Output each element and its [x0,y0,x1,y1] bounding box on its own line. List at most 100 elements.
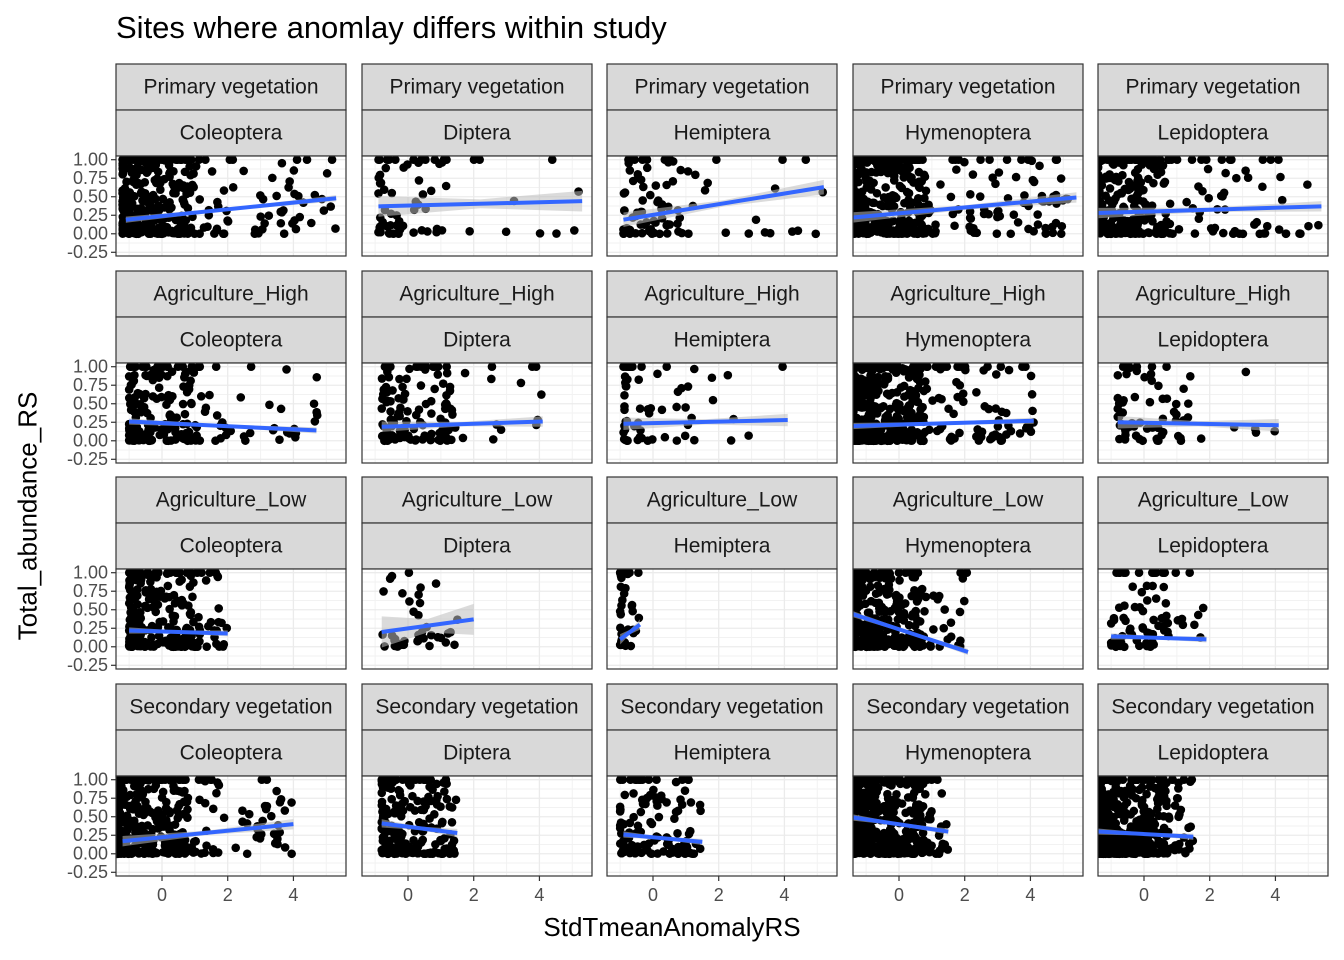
data-point [922,363,931,372]
data-point [1122,369,1131,379]
data-point [451,795,461,805]
data-point [399,163,408,172]
data-point [879,165,888,175]
panel-border [361,568,593,670]
data-point [277,158,287,168]
data-point [1120,601,1129,611]
data-point [853,805,860,815]
data-point [148,206,158,216]
data-point [903,366,912,376]
data-point [398,589,407,598]
facet-panel [111,683,347,881]
data-point [1187,156,1197,165]
data-point [637,433,646,443]
data-point [143,569,152,578]
data-point [887,195,897,205]
data-point [952,165,961,174]
data-point [183,203,193,213]
y-tick-label: 0.25 [73,618,108,638]
data-point [162,638,171,648]
data-point [276,207,285,217]
strip-col [115,729,347,777]
data-point [125,593,135,602]
data-point [1149,569,1159,578]
data-point [649,228,659,238]
data-point [154,383,164,392]
data-point [153,600,163,610]
data-point [622,436,632,445]
data-point [1047,222,1057,232]
strip-col [852,522,1084,570]
data-point [1162,394,1172,403]
data-point [275,798,285,807]
x-tick-label: 2 [469,885,479,905]
data-point [966,189,975,199]
data-point [124,582,134,592]
strip-row [115,270,347,318]
data-point [654,812,664,822]
data-point [124,385,134,394]
data-point [117,790,127,800]
y-tick-label: 0.75 [73,581,108,601]
data-point [427,409,436,418]
data-point [403,407,412,416]
data-point [218,642,228,651]
data-point [421,849,431,859]
data-point [531,363,541,372]
data-point [417,226,427,235]
data-point [872,409,882,418]
data-point [946,618,956,627]
data-point [291,432,300,442]
data-point [861,599,870,609]
data-point [673,806,683,816]
data-point [395,374,404,384]
data-point [1098,229,1105,238]
data-point [854,229,863,238]
data-point [395,787,405,796]
data-point [943,635,953,644]
data-point [310,190,320,200]
data-point [1146,369,1156,379]
data-point [137,792,146,802]
data-point [616,582,626,592]
data-point [195,363,205,372]
data-point [899,162,909,172]
data-point [917,220,926,229]
strip-col [852,316,1084,364]
data-point [165,604,174,614]
strip-col [1097,316,1329,364]
strip-col-label: Coleoptera [180,122,283,145]
data-point [238,806,247,816]
strip-row-label: Primary vegetation [143,76,318,99]
data-point [1006,426,1016,436]
data-point [874,598,884,608]
data-point [919,170,929,180]
x-tick-label: 4 [779,885,789,905]
y-tick-label: 0.50 [73,806,108,826]
data-point [618,595,627,605]
data-point [194,776,204,785]
data-point [141,389,150,399]
data-point [883,201,892,211]
data-point [853,798,859,807]
data-point [1026,371,1036,381]
data-point [801,156,811,165]
y-tick-label: 1.00 [73,149,108,169]
y-tick-label: 1.00 [73,769,108,789]
data-point [903,793,913,802]
data-point [853,569,859,578]
data-point [1266,156,1276,165]
data-point [915,617,925,626]
data-point [1198,603,1208,613]
strip-row [852,683,1084,731]
strip-col-label: Hemiptera [674,122,771,145]
data-point [866,582,875,591]
data-point [920,607,929,616]
data-point [984,404,994,414]
data-point [872,802,882,812]
data-point [179,776,189,785]
data-point [621,363,631,372]
data-point [903,842,913,852]
data-point [891,161,900,171]
data-point [1056,229,1066,239]
